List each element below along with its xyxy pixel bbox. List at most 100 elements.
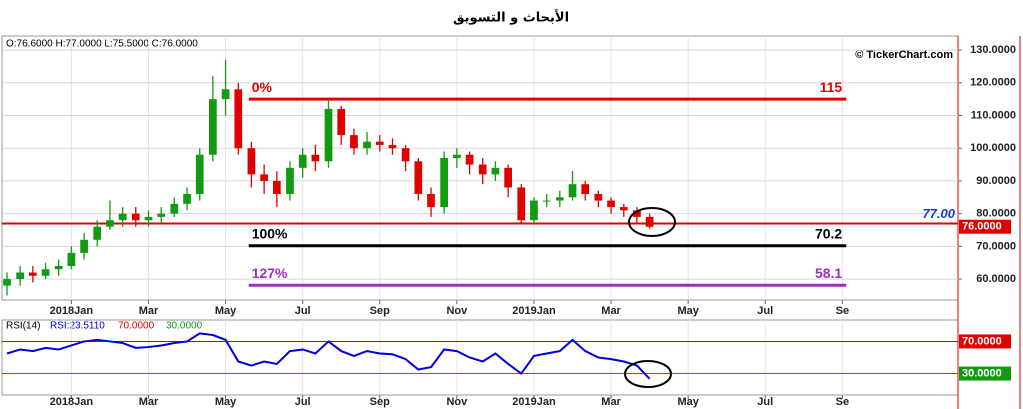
candle-body [311,154,320,162]
x-tick-label: Nov [446,305,468,317]
candle-body [144,216,153,221]
rsi-level-header: 70.0000 [118,321,155,332]
candle-body [581,184,590,195]
x-tick-label: Jul [757,396,773,408]
candle-body [401,148,410,162]
candle-body [645,216,654,227]
candle-body [28,272,37,276]
window-title: الأبحاث و التسويق [453,9,569,26]
last-price-label: 76.0000 [962,221,1002,233]
candle-body [80,239,88,253]
candle-body [619,207,628,211]
fib-name: 100% [252,225,288,241]
candle-body [633,210,641,217]
candle-body [234,89,243,149]
candle-body [337,108,346,136]
candle-body [363,141,371,149]
candle-body [157,213,166,217]
candle-body [272,180,281,195]
y-tick-label: 70.0000 [976,240,1016,252]
candle-body [517,187,526,221]
candle-body [491,167,500,175]
x-tick-label: May [215,396,237,408]
x-tick-label: Sep [370,305,390,317]
candle-body [247,148,256,175]
y-tick-label: 80.0000 [976,208,1016,220]
candle-body [209,99,217,155]
x-tick-label: May [215,305,237,317]
candle-body [427,194,435,208]
candle-body [131,213,140,221]
candle-body [298,154,307,168]
y-tick-label: 130.0000 [970,44,1016,56]
rsi-line [6,332,651,380]
candle-body [453,154,461,159]
x-tick-label: Mar [601,396,621,408]
candle-body [221,89,230,100]
fib-name: 0% [252,79,273,95]
x-tick-label: May [677,305,699,317]
rsi-level-header: 30.0000 [166,321,203,332]
ohlc-header: O:76.6000 H:77.0000 L:75.5000 C:76.0000 [6,39,198,50]
candle-body [465,154,474,165]
candle-body [607,200,615,208]
candle-body [195,154,204,195]
x-tick-label: Se [836,305,849,317]
candle-body [350,135,358,149]
rsi-header: RSI:23.5110 [50,321,105,332]
horizontal-line-label: 77.00 [922,206,955,221]
candle-body [530,200,538,221]
x-tick-label: Jul [295,305,311,317]
candle-body [16,272,24,280]
x-tick-label: Jul [757,305,773,317]
candle-body [375,141,384,145]
candle-body [106,220,114,227]
rsi-level-label: 30.0000 [962,367,1002,379]
x-tick-label: Mar [139,305,159,317]
y-tick-label: 90.0000 [976,175,1016,187]
candle-body [542,200,551,202]
candle-body [93,226,102,240]
rsi-level-box [959,334,1011,349]
annotation-circle [628,207,676,237]
candle-body [170,203,179,214]
candle-body [555,197,564,201]
last-price-box [959,219,1011,234]
x-tick-label: Se [836,396,849,408]
rsi-level-label: 70.0000 [962,335,1002,347]
y-tick-label: 110.0000 [971,109,1016,121]
candle-body [286,167,294,195]
fib-value: 58.1 [815,265,842,281]
x-tick-label: Mar [139,396,159,408]
candle-body [388,144,397,149]
y-tick-label: 60.0000 [976,273,1016,285]
x-tick-label: 2019Jan [512,396,556,408]
candle-body [568,184,577,198]
x-tick-label: Jul [295,396,311,408]
candle-body [414,161,423,195]
x-tick-label: Nov [446,396,468,408]
x-tick-label: Sep [370,396,390,408]
fib-value: 70.2 [815,225,842,241]
candle-body [440,158,449,208]
candle-body [183,194,191,204]
candle-body [3,279,11,286]
candle-body [41,269,50,276]
rsi-name: RSI(14) [6,321,40,332]
x-tick-label: 2018Jan [50,305,94,317]
watermark: © TickerChart.com [855,49,953,61]
candle-body [54,265,63,270]
x-tick-label: May [677,396,699,408]
plot-layer: 2018Jan Mar May Jul Sep Nov 2019Jan Mar May Jul Se… [2,36,1016,408]
annotation-circle [624,360,672,388]
y-tick-label: 120.0000 [970,77,1016,89]
candle-body [67,252,76,266]
candle-body [594,194,603,201]
candle-body [118,213,127,221]
candle-body [324,108,333,162]
fib-value: 115 [820,79,843,95]
candle-body [478,164,487,175]
candle-body [260,174,268,181]
